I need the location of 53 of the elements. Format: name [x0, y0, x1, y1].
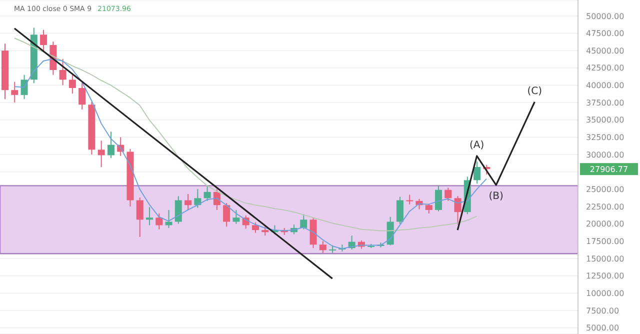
candlestick: [165, 209, 172, 228]
candlestick: [319, 240, 326, 254]
y-tick-label: 32500.00: [586, 133, 624, 142]
candlestick: [11, 81, 18, 104]
candlestick: [184, 194, 192, 210]
candlestick: [386, 216, 394, 246]
y-tick-label: 20000.00: [586, 220, 624, 229]
data-label: (A): [470, 140, 484, 151]
data-label: (B): [488, 191, 504, 202]
y-tick-label: 17500.00: [586, 236, 624, 246]
candlestick: [252, 222, 259, 234]
candlestick: [194, 188, 202, 208]
candlestick: [156, 212, 163, 230]
candlestick: [174, 196, 182, 224]
y-tick-label: 47500.00: [586, 29, 624, 38]
candlestick: [146, 206, 153, 226]
candlestick: [454, 196, 462, 226]
candlestick: [78, 82, 86, 110]
candlestick: [425, 203, 432, 214]
candlestick: [396, 196, 404, 224]
y-tick-label: 10000.00: [586, 288, 624, 298]
y-tick-label: 40000.00: [586, 81, 624, 90]
candlestick: [232, 209, 240, 224]
y-tick-label: 35000.00: [586, 116, 624, 125]
y-tick-label: 25000.00: [586, 185, 624, 194]
y-tick-label: 42500.00: [586, 64, 624, 73]
line-series: [456, 101, 536, 231]
candlestick: [406, 194, 414, 205]
candlestick: [444, 187, 452, 202]
y-tick-label: 37500.00: [586, 98, 624, 108]
y-tick-label: 22500.00: [586, 202, 624, 212]
y-tick-label: 50000.00: [586, 12, 624, 21]
candlestick: [223, 202, 230, 228]
y-tick-label: 30000.00: [586, 150, 624, 160]
candlestick: [136, 196, 144, 238]
y-tick-label: 45000.00: [586, 46, 624, 56]
text: 27906.77: [590, 165, 628, 174]
candlestick: [98, 140, 105, 168]
candlestick: [204, 184, 211, 202]
candlestick: [262, 226, 269, 236]
y-tick-label: 7500.00: [586, 306, 620, 316]
y-tick-label: 15000.00: [586, 254, 624, 264]
y-tick-label: 5000.00: [586, 324, 620, 333]
candlestick: [40, 29, 48, 52]
candlestick: [68, 74, 76, 94]
y-tick-label: 12500.00: [586, 272, 624, 281]
data-label: (C): [527, 86, 542, 97]
line-series: [14, 58, 487, 250]
candlestick: [107, 131, 114, 158]
candlestick: [300, 214, 308, 230]
candlestick: [435, 185, 442, 212]
candlestick: [474, 160, 481, 184]
candlestick: [59, 58, 66, 86]
